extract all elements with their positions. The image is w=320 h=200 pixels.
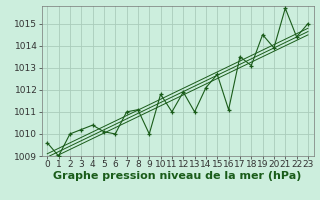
X-axis label: Graphe pression niveau de la mer (hPa): Graphe pression niveau de la mer (hPa) xyxy=(53,171,302,181)
